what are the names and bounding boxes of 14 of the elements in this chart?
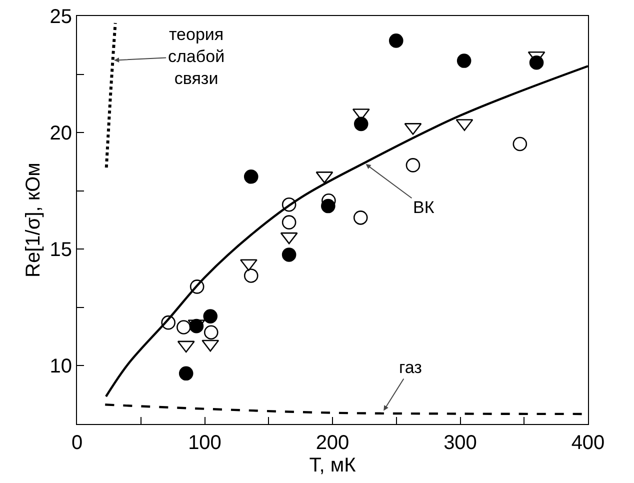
x-tick-label: 200 [316,432,350,454]
annotation: ВК [413,198,434,217]
x-tick-label: 300 [444,432,477,454]
y-tick-label: 10 [50,356,72,378]
x-tick-label: 400 [571,432,605,454]
x-tick-label: 100 [188,432,222,454]
x-axis-title: T, мК [309,454,356,476]
y-tick-label: 20 [50,122,72,145]
y-tick-label: 15 [50,239,72,262]
annotation: газ [399,358,422,377]
annotation: теория слабой связи [168,25,225,88]
x-tick-label: 0 [71,432,83,454]
y-axis-title: Re[1/σ], кОм [22,162,44,278]
y-tick-label: 25 [50,6,72,28]
